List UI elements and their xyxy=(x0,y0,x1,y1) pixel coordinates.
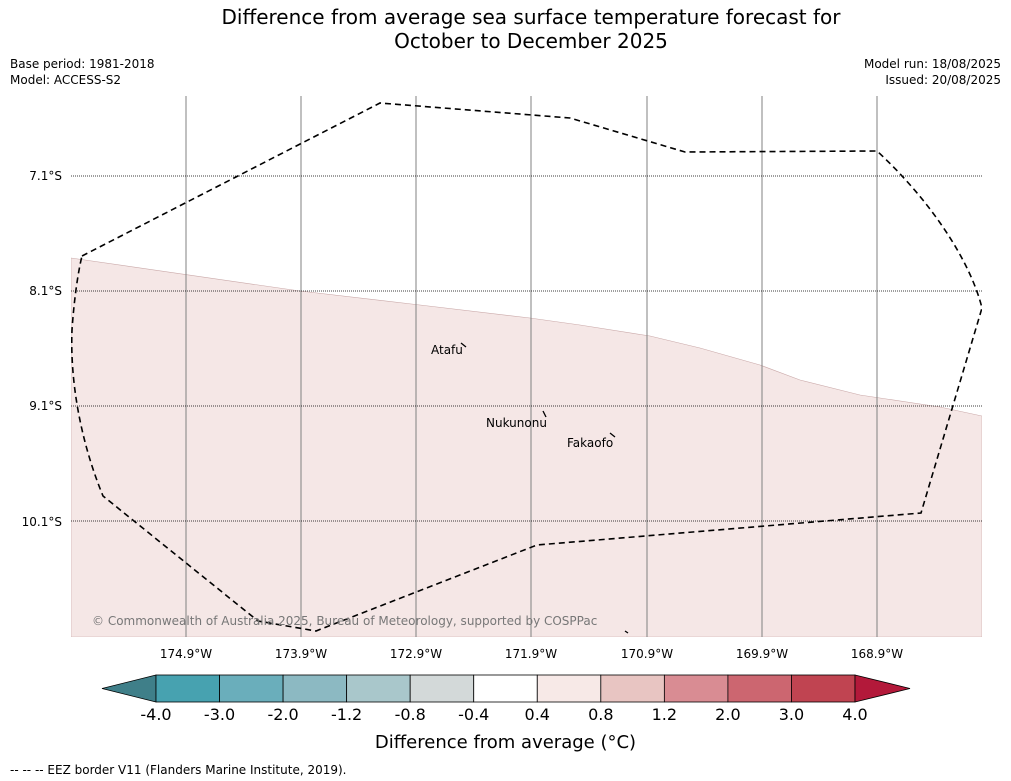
colorbar-segment xyxy=(727,674,792,703)
lon-label: 168.9°W xyxy=(850,647,904,661)
island-label-fakaofo: Fakaofo xyxy=(567,436,614,450)
colorbar-tick-label: 0.4 xyxy=(524,705,550,724)
lat-label: 7.1°S xyxy=(29,169,62,183)
eez-legend-text: -- -- -- EEZ border V11 (Flanders Marine… xyxy=(10,763,347,777)
issued-text: Issued: 20/08/2025 xyxy=(885,73,1001,87)
lat-label: 10.1°S xyxy=(21,515,62,529)
islands xyxy=(460,342,629,634)
lon-label: 171.9°W xyxy=(504,647,558,661)
nukunonu-island xyxy=(542,410,547,418)
colorbar-tick-label: 4.0 xyxy=(842,705,868,724)
colorbar-segment xyxy=(282,674,348,703)
island-label-atafu: Atafu xyxy=(431,343,463,357)
colorbar-segment xyxy=(663,674,729,703)
longitude-gridlines xyxy=(185,96,878,637)
colorbar-segment xyxy=(600,674,665,703)
lon-label: 172.9°W xyxy=(389,647,443,661)
colorbar-tick-label: -3.0 xyxy=(203,705,236,724)
title-line-2: October to December 2025 xyxy=(394,29,668,53)
lat-label: 9.1°S xyxy=(29,399,62,413)
lon-label: 173.9°W xyxy=(274,647,328,661)
colorbar-tick-label: 1.2 xyxy=(651,705,678,724)
colorbar-segment xyxy=(219,674,284,703)
colorbar-extend-high xyxy=(854,674,911,703)
colorbar-tick-label: -0.4 xyxy=(458,705,490,724)
colorbar-segment xyxy=(155,674,220,703)
colorbar-segment xyxy=(791,674,856,703)
base-period-text: Base period: 1981-2018 xyxy=(10,57,155,71)
colorbar-tick-label: 0.8 xyxy=(588,705,614,724)
anomaly-region xyxy=(71,257,982,637)
colorbar-segment xyxy=(409,674,475,703)
colorbar-tick-label: -2.0 xyxy=(267,705,299,724)
swains-island xyxy=(624,630,629,634)
title-line-1: Difference from average sea surface temp… xyxy=(221,5,841,29)
colorbar-segment xyxy=(536,674,602,703)
lon-label: 174.9°W xyxy=(159,647,213,661)
model-run-text: Model run: 18/08/2025 xyxy=(863,57,1001,71)
colorbar-extend-low xyxy=(101,674,157,703)
colorbar-tick-label: 3.0 xyxy=(778,705,805,724)
colorbar-label: Difference from average (°C) xyxy=(374,732,637,753)
lon-label: 169.9°W xyxy=(735,647,789,661)
fakaofo-island xyxy=(609,432,616,438)
metadata-left: Base period: 1981-2018 Model: ACCESS-S2 xyxy=(10,56,155,88)
colorbar-tick-label: 2.0 xyxy=(715,705,741,724)
colorbar-segment xyxy=(346,674,411,703)
model-text: Model: ACCESS-S2 xyxy=(10,73,122,87)
colorbar-tick-label: -4.0 xyxy=(140,705,172,724)
lat-label: 8.1°S xyxy=(29,284,62,298)
map-title: Difference from average sea surface temp… xyxy=(0,5,1011,53)
colorbar-tick-label: -0.8 xyxy=(394,705,426,724)
copyright-text: © Commonwealth of Australia 2025, Bureau… xyxy=(92,614,598,628)
eez-border xyxy=(71,102,982,632)
atafu-island xyxy=(460,342,467,348)
island-label-nukunonu: Nukunonu xyxy=(486,416,547,430)
colorbar-segment xyxy=(473,674,538,703)
colorbar-tick-label: -1.2 xyxy=(331,705,363,724)
lon-label: 170.9°W xyxy=(620,647,674,661)
metadata-right: Model run: 18/08/2025 Issued: 20/08/2025 xyxy=(864,56,1001,88)
